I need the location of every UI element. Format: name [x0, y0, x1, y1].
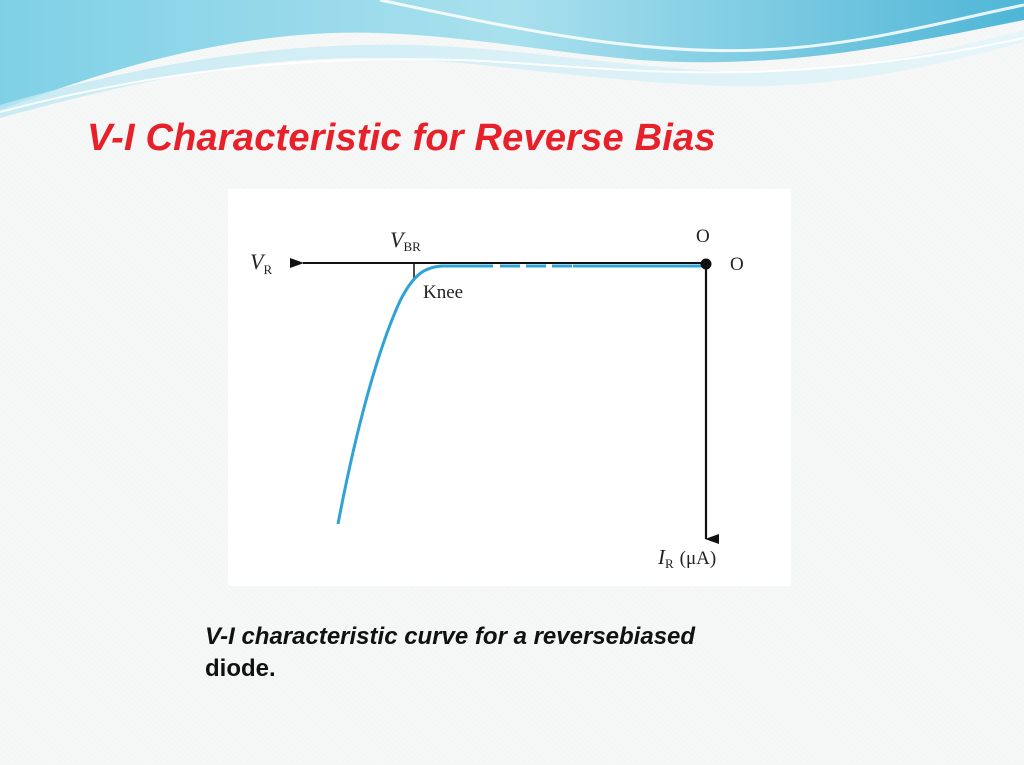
slide-title: V-I Characteristic for Reverse Bias	[87, 117, 716, 159]
origin-dot	[700, 258, 712, 270]
origin-label-top: O	[696, 226, 710, 247]
reverse-bias-curve	[336, 264, 493, 525]
diagram-canvas: VR VBR O O Knee IR (μA)	[250, 226, 744, 571]
vbr-label: VBR	[390, 227, 421, 254]
caption-line-1: V-I characteristic curve for a reversebi…	[205, 623, 696, 650]
vr-axis-label: VR	[250, 249, 272, 277]
header-wave-decoration	[0, 0, 1024, 118]
ir-axis-label: IR (μA)	[657, 545, 716, 571]
origin-label-right: O	[730, 254, 744, 275]
figure-caption: V-I characteristic curve for a reversebi…	[205, 621, 865, 685]
knee-label: Knee	[423, 282, 463, 303]
caption-line-2: diode.	[205, 655, 276, 682]
vi-characteristic-diagram: VR VBR O O Knee IR (μA)	[228, 189, 791, 586]
